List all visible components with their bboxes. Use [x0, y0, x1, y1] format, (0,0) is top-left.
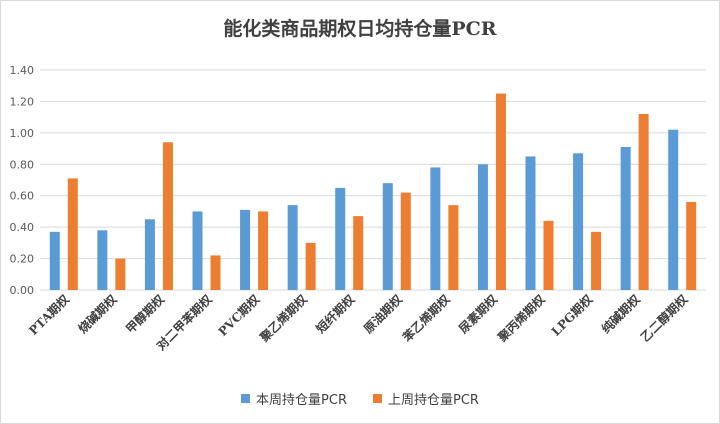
- bar-last-week: [67, 178, 78, 290]
- bar-last-week: [305, 242, 316, 290]
- bar-this-week: [192, 211, 203, 290]
- y-tick-label: 0.20: [10, 253, 35, 266]
- y-tick-label: 0.00: [10, 284, 35, 297]
- category-label: 聚乙烯期权: [256, 291, 310, 345]
- y-tick-label: 1.40: [10, 64, 35, 77]
- bar-this-week: [240, 209, 251, 290]
- bar-this-week: [477, 164, 488, 290]
- bar-this-week: [97, 230, 108, 290]
- bar-this-week: [144, 219, 155, 290]
- bar-this-week: [620, 147, 631, 290]
- bar-last-week: [591, 231, 602, 290]
- bar-this-week: [573, 153, 584, 290]
- bar-this-week: [335, 187, 346, 290]
- category-label: 甲醇期权: [122, 291, 167, 336]
- bar-last-week: [162, 142, 173, 290]
- bar-last-week: [448, 205, 459, 290]
- bar-this-week: [668, 129, 679, 290]
- category-label: 短纤期权: [313, 291, 358, 336]
- y-tick-label: 1.00: [10, 127, 35, 140]
- legend-swatch-this-week: [241, 394, 251, 403]
- y-tick-label: 0.80: [10, 158, 35, 171]
- category-label: 烧碱期权: [75, 291, 120, 336]
- bar-last-week: [210, 255, 221, 290]
- bar-last-week: [353, 216, 364, 290]
- bar-last-week: [686, 202, 697, 290]
- category-label: 乙二醇期权: [637, 291, 691, 345]
- category-label: 苯乙烯期权: [399, 291, 453, 345]
- chart-legend: 本周持仓量PCR 上周持仓量PCR: [0, 389, 720, 408]
- category-label: PVC期权: [215, 291, 263, 339]
- bar-this-week: [287, 205, 298, 290]
- y-tick-label: 0.60: [10, 190, 35, 203]
- bar-last-week: [638, 114, 649, 290]
- bar-last-week: [495, 93, 506, 290]
- category-label: 聚丙烯期权: [494, 291, 548, 345]
- bar-this-week: [49, 231, 60, 290]
- bar-last-week: [115, 258, 126, 290]
- legend-item-this-week: 本周持仓量PCR: [241, 389, 347, 408]
- bar-last-week: [400, 192, 411, 290]
- category-label: 纯碱期权: [598, 291, 643, 336]
- legend-label-last-week: 上周持仓量PCR: [388, 393, 479, 408]
- category-label: PTA期权: [26, 291, 73, 338]
- bar-last-week: [543, 220, 554, 290]
- legend-label-this-week: 本周持仓量PCR: [256, 393, 347, 408]
- category-label: 尿素期权: [455, 291, 500, 336]
- bar-this-week: [430, 167, 441, 290]
- bar-this-week: [382, 183, 393, 290]
- bar-this-week: [525, 156, 536, 290]
- y-tick-label: 1.20: [10, 95, 35, 108]
- bar-last-week: [258, 211, 269, 290]
- chart-title: 能化类商品期权日均持仓量PCR: [223, 18, 497, 40]
- y-tick-label: 0.40: [10, 221, 35, 234]
- category-label: 原油期权: [360, 291, 405, 336]
- legend-item-last-week: 上周持仓量PCR: [373, 389, 479, 408]
- category-label: LPG期权: [548, 291, 596, 339]
- legend-swatch-last-week: [373, 394, 382, 403]
